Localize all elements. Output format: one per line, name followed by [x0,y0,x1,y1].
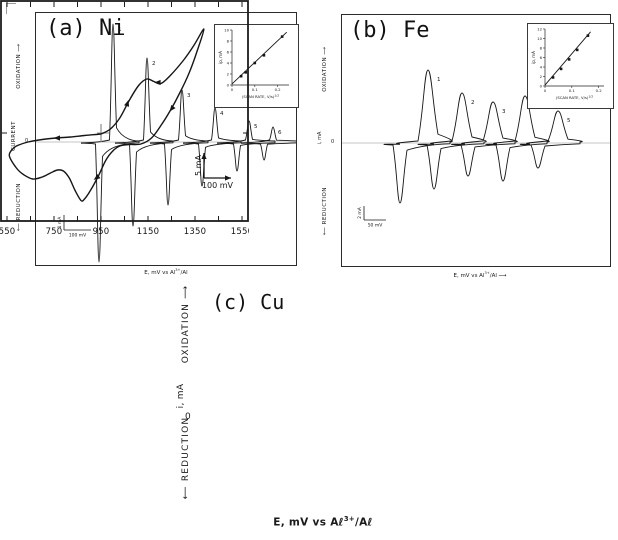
panel-a-ni: 1 2 3 4 5 6 1 mA 100 mV [35,12,297,266]
y-label-current-c: i, mA [176,383,186,409]
scan-corner-mark [6,3,16,14]
svg-text:5: 5 [567,118,571,124]
svg-text:550: 550 [0,227,15,237]
zero-label-c: 0 [185,412,191,422]
svg-text:750: 750 [46,227,63,237]
svg-text:0: 0 [544,88,547,93]
svg-text:0: 0 [231,87,234,92]
x-label-c-post: /Aℓ [354,516,373,529]
panel-c-cu: 550 750 950 1150 1350 1550 5 mA 100 mV [0,0,249,245]
svg-text:2: 2 [152,61,156,67]
svg-text:10: 10 [224,27,229,32]
svg-text:5 mA: 5 mA [194,155,203,176]
svg-text:8: 8 [540,45,543,50]
svg-text:ip, mA: ip, mA [531,51,536,64]
inset-svg-b: 0 2 4 6 8 10 12 0 0.1 0.2 ip, mA (SCAN RATE, V/s)1/… [531,26,604,100]
x-label-b: E, mV vs Al3+/Al ⟶ [410,271,550,279]
panel-b-title: (b) Fe [350,18,430,43]
svg-text:2: 2 [227,71,230,76]
x-label-b-pre: E, mV vs Al [453,272,485,279]
svg-text:4: 4 [220,111,224,117]
x-label-c-sup: 3+ [343,515,355,523]
x-label-b-arrow: ⟶ [496,272,507,279]
svg-text:2 mA: 2 mA [357,206,363,219]
svg-text:6: 6 [540,55,543,60]
svg-text:1 mA: 1 mA [57,216,63,229]
svg-text:(SCAN RATE, V/s)1/2: (SCAN RATE, V/s)1/2 [242,94,279,99]
cv-plot-a: 1 2 3 4 5 6 1 mA 100 mV [36,23,296,263]
svg-text:ip, mA: ip, mA [218,51,223,64]
y-label-oxidation-c: OXIDATION ⟶ [181,284,191,364]
y-label-reduction-c: ⟵ REDUCTION [181,416,191,500]
svg-text:6: 6 [227,49,230,54]
y-label-oxidation-b: OXIDATION ⟶ [322,46,328,92]
x-label-a-pre: E, mV vs Al [144,269,176,276]
svg-text:2: 2 [540,74,543,79]
svg-text:950: 950 [93,227,110,237]
svg-text:50 mV: 50 mV [368,223,384,229]
svg-text:1150: 1150 [137,227,159,237]
panel-c-title: (c) Cu [212,290,285,314]
svg-text:0.2: 0.2 [275,87,282,92]
svg-text:8: 8 [227,38,230,43]
inset-plot-b: 0 2 4 6 8 10 12 0 0.1 0.2 ip, mA (SCAN RATE, V/s)1/… [527,23,614,109]
inset-svg-a: 0 2 4 6 8 10 0 0.1 0.2 ip, mA (SCAN RATE, V/s)1/2 [218,27,289,99]
svg-text:0.1: 0.1 [569,88,576,93]
svg-text:1550: 1550 [231,227,249,237]
x-label-c-pre: E, mV vs Aℓ [273,516,344,529]
x-label-a-post: /Al [180,269,188,276]
x-label-a-sup: 3+ [175,268,181,272]
svg-text:0: 0 [227,82,230,87]
x-label-b-post: /Al [489,272,497,279]
svg-text:(SCAN RATE, V/s)1/2: (SCAN RATE, V/s)1/2 [556,95,593,100]
svg-text:1: 1 [437,77,441,83]
svg-text:0: 0 [540,83,543,88]
svg-text:2: 2 [471,100,475,106]
cv-plot-c: 550 750 950 1150 1350 1550 5 mA 100 mV [0,0,249,237]
svg-text:0.2: 0.2 [596,88,603,93]
x-label-a: E, mV vs Al3+/Al [100,268,232,276]
svg-text:100 mV: 100 mV [69,233,87,239]
x-label-b-sup: 3+ [484,271,490,275]
y-label-current-b: i, mA [317,131,323,145]
zero-label-a: 0 [25,138,29,144]
y-label-reduction-b: ⟵ REDUCTION [322,187,328,235]
svg-text:4: 4 [227,60,230,65]
svg-text:3: 3 [187,93,191,99]
svg-text:1: 1 [118,27,122,33]
svg-text:3: 3 [502,109,506,115]
svg-text:6: 6 [278,130,282,136]
inset-plot-a: 0 2 4 6 8 10 0 0.1 0.2 ip, mA (SCAN RATE, V/s)1/2 [214,24,299,108]
panel-a-title: (a) Ni [46,16,126,41]
x-label-c: E, mV vs Aℓ3+/Aℓ [248,515,398,529]
svg-text:12: 12 [537,26,542,31]
svg-text:10: 10 [537,36,542,41]
svg-text:4: 4 [540,64,543,69]
zero-label-b: 0 [331,139,335,145]
svg-text:100 mV: 100 mV [202,181,234,190]
svg-text:1350: 1350 [184,227,206,237]
svg-text:0.1: 0.1 [252,87,259,92]
svg-text:5: 5 [254,124,258,130]
